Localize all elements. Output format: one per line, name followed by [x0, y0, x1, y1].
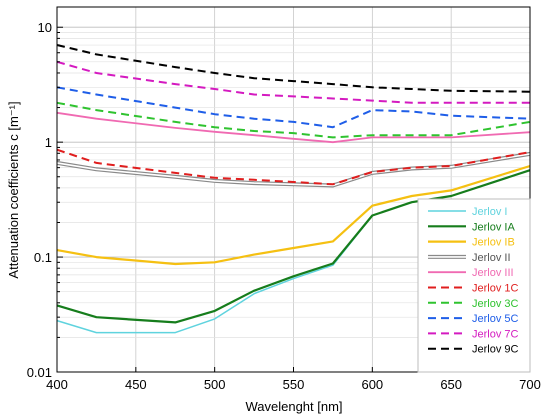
legend-item: Jerlov IA [428, 221, 515, 233]
legend: Jerlov I Jerlov IA Jerlov IB Jerlov II Jerlo… [417, 198, 531, 373]
legend-label: Jerlov 9C [472, 344, 519, 356]
series-jerlov-7c [56, 60, 530, 104]
series-line [56, 60, 530, 104]
legend-label: Jerlov I [472, 206, 507, 218]
series-jerlov-9c [56, 44, 531, 93]
legend-item: Jerlov I [428, 206, 507, 218]
y-tick-label: 0.01 [27, 365, 52, 380]
legend-item: Jerlov 3C [428, 298, 519, 310]
series-line-inner [56, 153, 531, 187]
series-line [56, 111, 531, 144]
x-tick-label: 550 [283, 377, 305, 392]
legend-label: Jerlov IB [472, 237, 515, 249]
series-line [56, 164, 531, 266]
legend-label: Jerlov 1C [472, 283, 519, 295]
legend-item: Jerlov IB [428, 237, 515, 249]
legend-label: Jerlov 3C [472, 298, 519, 310]
legend-item: Jerlov 9C [428, 344, 519, 356]
legend-label: Jerlov 5C [472, 313, 519, 325]
legend-item: Jerlov 1C [428, 283, 519, 295]
legend-item: Jerlov 5C [428, 313, 519, 325]
legend-label: Jerlov 7C [472, 328, 519, 340]
series-line [56, 44, 531, 93]
y-tick-label: 10 [38, 20, 52, 35]
legend-item: Jerlov II [428, 252, 511, 264]
y-tick-label: 0.1 [34, 250, 52, 265]
series-jerlov-ib [56, 164, 531, 266]
x-tick-label: 500 [204, 377, 226, 392]
x-tick-label: 650 [440, 377, 462, 392]
y-tick-label: 1 [45, 135, 52, 150]
y-tick-labels: 0.01 0.1 1 10 [27, 20, 52, 380]
x-tick-labels: 400 450 500 550 600 650 700 [46, 377, 541, 392]
series-jerlov-3c [56, 101, 531, 139]
legend-label: Jerlov IA [472, 221, 515, 233]
x-tick-label: 400 [46, 377, 68, 392]
legend-item: Jerlov III [428, 267, 514, 279]
legend-box [417, 198, 531, 373]
series-jerlov-5c [56, 86, 531, 129]
series-jerlov-iii [56, 111, 531, 144]
series-line [56, 148, 531, 186]
x-tick-label: 700 [519, 377, 541, 392]
legend-item: Jerlov 7C [428, 328, 519, 340]
legend-label: Jerlov III [472, 267, 514, 279]
series-jerlov-1c [56, 148, 531, 186]
x-tick-label: 450 [125, 377, 147, 392]
x-axis-label: Wavelenght [nm] [245, 399, 342, 414]
legend-label: Jerlov II [472, 252, 511, 264]
x-tick-label: 600 [361, 377, 383, 392]
series-line [56, 101, 531, 139]
series-jerlov-ii [56, 151, 531, 188]
series-line [56, 86, 531, 129]
y-axis-label: Attenuation coefficients c [m⁻¹] [6, 101, 21, 278]
